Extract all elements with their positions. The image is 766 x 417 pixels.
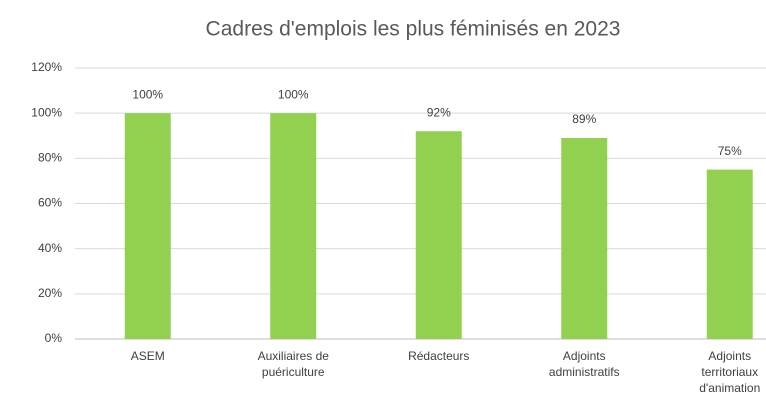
chart-title: Cadres d'emplois les plus féminisés en 2… [206, 18, 621, 41]
bar [270, 113, 317, 340]
data-label: 75% [718, 144, 742, 158]
x-tick-label-box: Adjoints territoriaux d'animation [699, 349, 761, 395]
y-tick-label: 40% [38, 241, 62, 255]
y-tick-label: 60% [38, 196, 62, 210]
bar [415, 131, 462, 339]
y-tick-label: 120% [31, 60, 62, 74]
x-tick-label: Auxiliaires de puériculture [257, 349, 329, 379]
bar [706, 169, 753, 339]
x-tick-label: Rédacteurs [408, 349, 470, 363]
y-tick-label: 0% [45, 331, 63, 345]
x-tick-label: Adjoints administratifs [548, 349, 620, 379]
x-tick-label: Adjoints territoriaux d'animation [699, 349, 761, 395]
x-tick-label: ASEM [130, 349, 165, 363]
x-tick-label-box: ASEM [130, 349, 165, 363]
x-tick-label-box: Rédacteurs [408, 349, 470, 363]
y-tick-label: 20% [38, 286, 62, 300]
y-tick-label: 100% [31, 105, 62, 119]
x-tick-label-box: Auxiliaires de puériculture [257, 349, 329, 379]
bar [561, 138, 608, 339]
data-label: 100% [132, 87, 163, 101]
data-label: 100% [278, 87, 309, 101]
data-label: 89% [572, 112, 596, 126]
bar [124, 113, 171, 340]
y-tick-label: 80% [38, 151, 62, 165]
data-label: 92% [427, 105, 451, 119]
x-tick-label-box: Adjoints administratifs [548, 349, 620, 379]
